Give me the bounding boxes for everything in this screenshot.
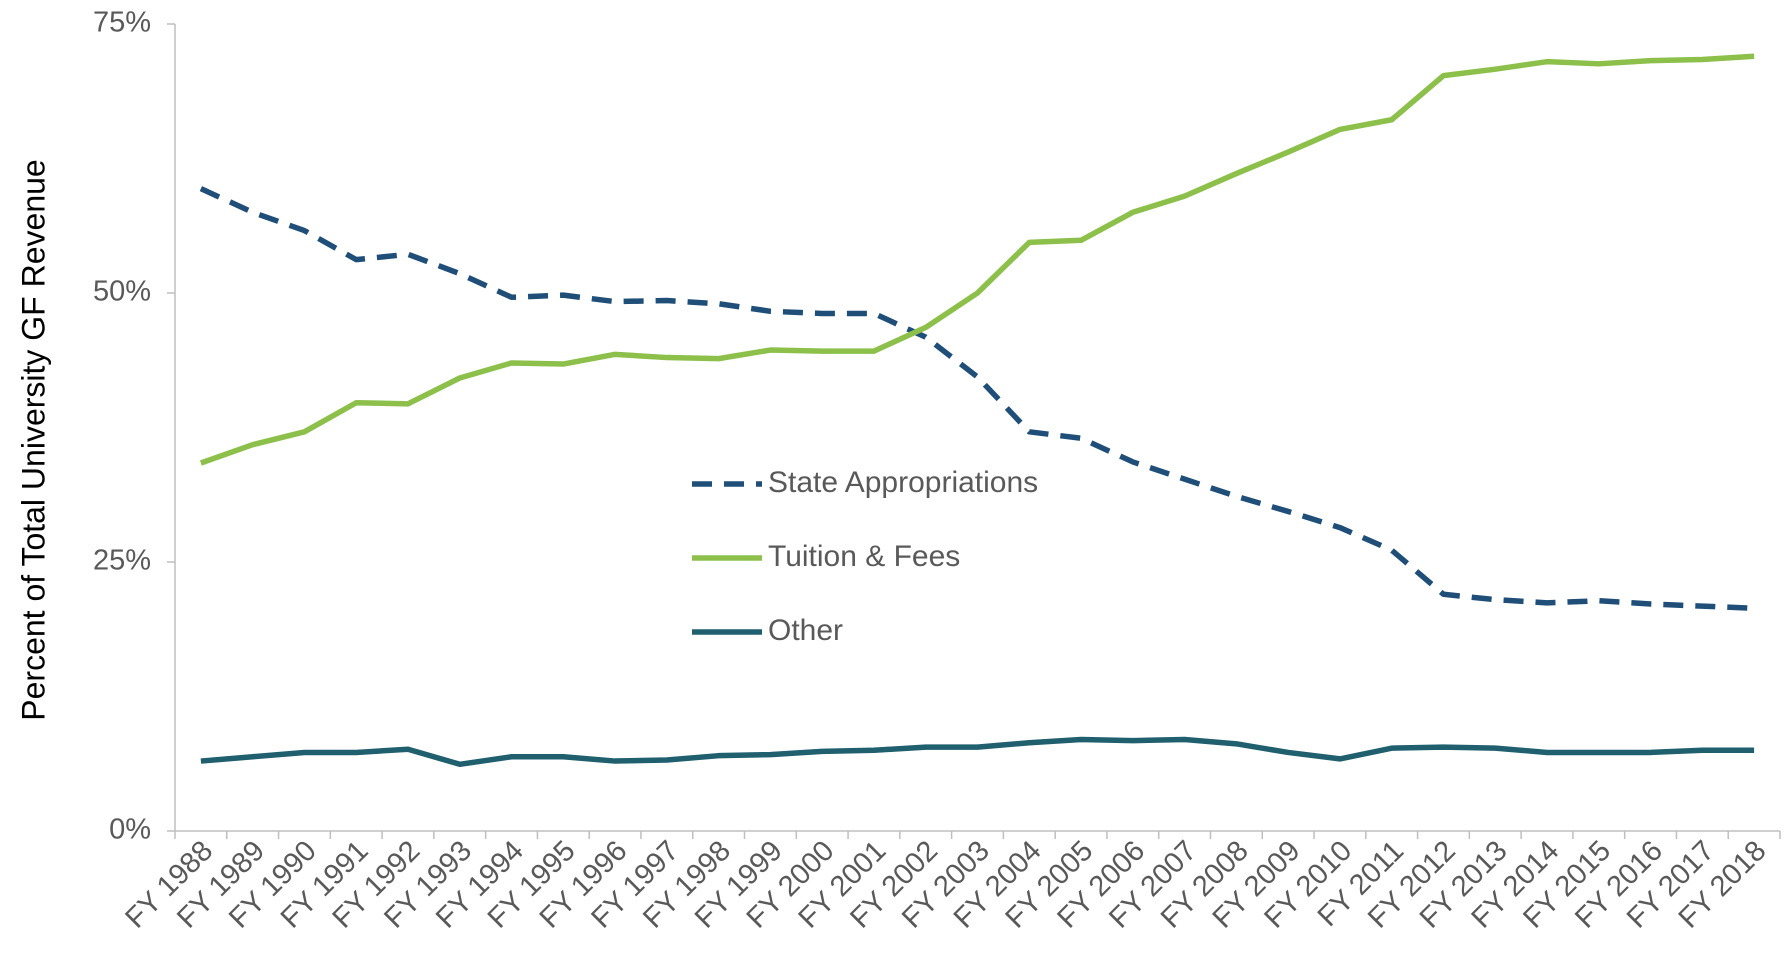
series-line [199, 53, 1755, 466]
y-tick-label: 75% [93, 7, 151, 39]
legend-label: Tuition & Fees [768, 540, 960, 573]
y-axis-label: Percent of Total University GF Revenue [15, 159, 51, 720]
legend-label: State Appropriations [768, 466, 1038, 499]
y-tick-label: 25% [93, 545, 151, 577]
series-line [199, 186, 1755, 612]
y-tick-label: 50% [93, 276, 151, 308]
y-tick-label: 0% [109, 814, 151, 846]
series-line [200, 736, 1755, 768]
legend-label: Other [768, 614, 843, 647]
